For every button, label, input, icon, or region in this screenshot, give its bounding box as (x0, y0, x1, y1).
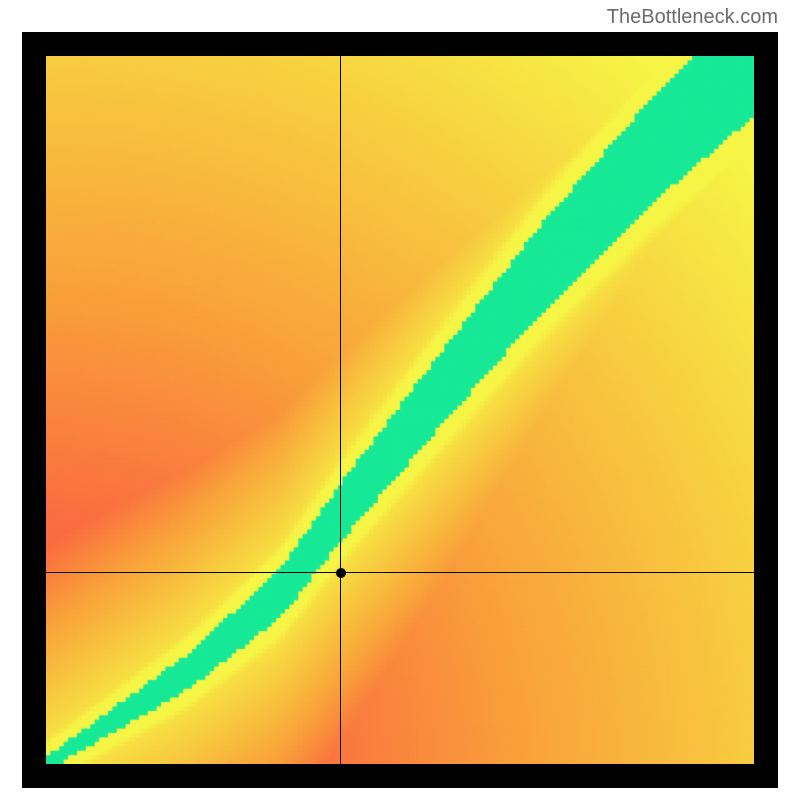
chart-container: TheBottleneck.com (0, 0, 800, 800)
plot-inner (46, 56, 754, 764)
heatmap-canvas (46, 56, 754, 764)
attribution-text: TheBottleneck.com (607, 6, 778, 29)
marker-point (336, 568, 346, 578)
crosshair-vertical (340, 56, 341, 764)
plot-frame (22, 32, 778, 788)
crosshair-horizontal (46, 572, 754, 573)
